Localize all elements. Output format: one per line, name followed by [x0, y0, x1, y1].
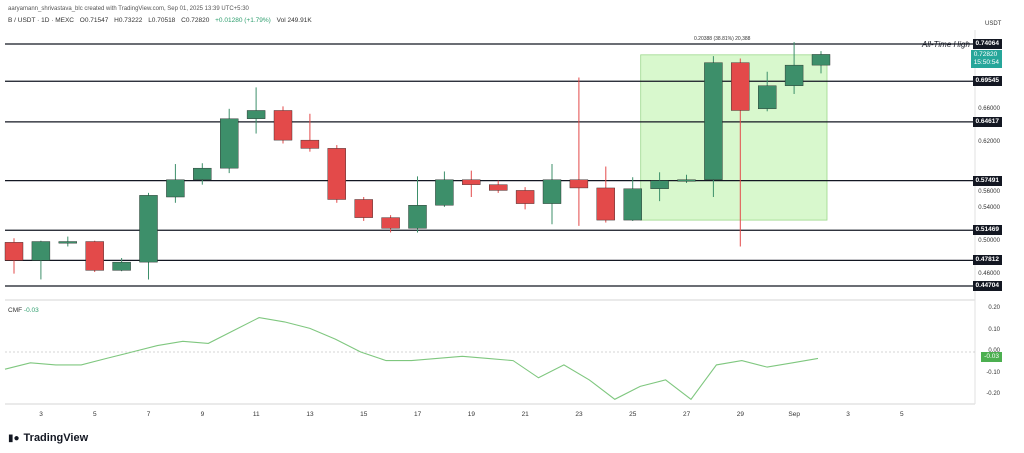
- level-price-label: 0.57491: [972, 175, 1002, 186]
- date-tick-label: 3: [39, 411, 43, 418]
- candle-body: [489, 184, 508, 191]
- candle-body: [542, 179, 562, 204]
- date-tick-label: 9: [200, 411, 205, 418]
- candle-body: [85, 241, 104, 271]
- price-tick-label: 0.54000: [978, 205, 1000, 212]
- cmf-value: -0.03: [23, 307, 39, 314]
- cmf-tick-label: 0.00: [988, 348, 1000, 354]
- candle-body: [112, 261, 131, 271]
- candle-body: [623, 188, 642, 221]
- date-tick-label: Sep: [788, 411, 800, 418]
- date-tick-label: 19: [467, 411, 476, 418]
- author-line: aaryamann_shrivastava_blc created with T…: [8, 6, 249, 12]
- date-tick-label: 5: [899, 411, 904, 418]
- cmf-tick-label: 0.10: [988, 326, 1000, 333]
- candle-body: [327, 148, 346, 200]
- ath-label: All-Time High: [922, 40, 970, 49]
- current-price: 0.72820: [973, 51, 998, 58]
- candle-body: [515, 190, 535, 204]
- high-value: H0.73222: [114, 17, 143, 24]
- date-tick-label: 11: [252, 411, 260, 418]
- level-price-label: 0.74064: [972, 39, 1002, 49]
- level-price-label: 0.64617: [972, 116, 1002, 127]
- candle-body: [4, 242, 24, 261]
- candle-body: [300, 139, 320, 149]
- candle-body: [677, 179, 696, 182]
- measure-label: 0.20388 (38.81%) 20,388: [694, 36, 751, 42]
- date-tick-label: 13: [306, 411, 314, 418]
- candle-body: [219, 118, 239, 169]
- open-value: O0.71547: [79, 17, 109, 24]
- date-tick-label: 17: [413, 411, 422, 418]
- currency-label: USDT: [985, 21, 1002, 27]
- price-tick-label: 0.46000: [978, 271, 1000, 278]
- price-tick-label: 0.62000: [978, 139, 1000, 146]
- symbol[interactable]: B / USDT · 1D · MEXC: [8, 17, 74, 24]
- cmf-tick-label: 0.20: [988, 305, 1000, 311]
- cmf-tick-label: -0.10: [986, 369, 1000, 376]
- candle-body: [31, 241, 51, 261]
- candle-body: [354, 199, 373, 218]
- date-tick-label: 15: [360, 411, 368, 418]
- cmf-legend[interactable]: CMF -0.03: [8, 307, 39, 314]
- level-price-label: 0.51469: [972, 225, 1002, 236]
- candle-body: [193, 167, 212, 180]
- date-tick-label: 23: [575, 411, 583, 418]
- candle-body: [58, 241, 77, 244]
- candle-body: [273, 110, 293, 141]
- cmf-tick-label: -0.20: [986, 391, 1000, 397]
- candle-body: [569, 179, 589, 189]
- candle-body: [811, 54, 831, 66]
- brand-name: TradingView: [23, 432, 89, 444]
- date-tick-label: 27: [682, 411, 691, 418]
- cmf-line: [4, 317, 819, 401]
- candle-body: [139, 195, 158, 263]
- level-price-label: 0.69545: [972, 76, 1002, 87]
- price-tick-label: 0.50000: [978, 238, 1000, 245]
- close-value: C0.72820: [181, 17, 210, 24]
- candle-body: [462, 179, 481, 185]
- current-price-badge: 0.72820 15:50:54: [970, 50, 1002, 68]
- symbol-ohlc-line: B / USDT · 1D · MEXC O0.71547 H0.73222 L…: [8, 17, 316, 24]
- level-price-label: 0.47812: [972, 255, 1002, 266]
- candle-body: [704, 62, 723, 180]
- countdown: 15:50:54: [973, 59, 999, 66]
- date-tick-label: 7: [146, 411, 151, 418]
- candle-body: [758, 85, 777, 110]
- cmf-current-badge: -0.03: [981, 352, 1002, 362]
- candle-body: [650, 180, 669, 189]
- candle-body: [596, 187, 615, 221]
- change-value: +0.01280 (+1.79%): [215, 17, 271, 24]
- tradingview-logo-icon: ▮●: [8, 432, 20, 444]
- candle-body: [784, 64, 804, 86]
- cmf-name: CMF: [8, 307, 23, 314]
- date-tick-label: 5: [92, 411, 97, 418]
- candle-body: [435, 179, 454, 206]
- price-tick-label: 0.56000: [978, 188, 1000, 195]
- candle-body: [408, 205, 427, 229]
- low-value: L0.70518: [148, 17, 176, 24]
- date-tick-label: 29: [736, 411, 745, 418]
- candle-body: [246, 110, 266, 119]
- date-tick-label: 3: [846, 411, 850, 418]
- volume-value: Vol 249.91K: [276, 17, 312, 24]
- date-tick-label: 21: [521, 411, 529, 418]
- candle-body: [166, 179, 185, 198]
- level-price-label: 0.44704: [972, 281, 1002, 291]
- date-tick-label: 25: [629, 411, 637, 418]
- candle-body: [731, 62, 750, 111]
- tradingview-brand[interactable]: ▮● TradingView: [8, 432, 88, 444]
- candle-body: [381, 217, 400, 229]
- price-tick-label: 0.66000: [978, 106, 1000, 113]
